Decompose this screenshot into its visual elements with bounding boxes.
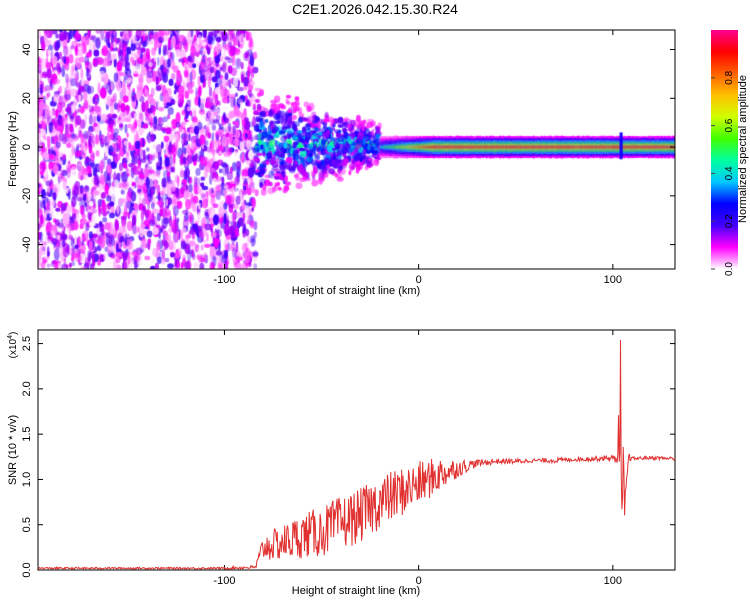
colorbar-tick-label: 0.0 xyxy=(724,262,735,276)
spectrogram-image-frame xyxy=(38,30,675,269)
spectrogram-y-tick-label: 20 xyxy=(21,92,33,104)
snr-y-tick-label: 2.5 xyxy=(21,336,33,351)
snr-y-label: SNR (10 * v/v) xyxy=(7,415,19,485)
snr-panel: -100 0 100 0.0 0.5 1.0 1.5 2.0 2.5 Height of str… xyxy=(7,329,676,597)
colorbar-tick-label: 0.4 xyxy=(724,166,735,180)
colorbar-tick-label: 0.2 xyxy=(724,214,735,228)
snr-x-tick-label: -100 xyxy=(213,575,235,587)
snr-y-tick-label: 1.5 xyxy=(21,427,33,442)
spectrogram-y-tick-label: -20 xyxy=(21,188,33,204)
snr-y-tick-label: 1.0 xyxy=(21,472,33,487)
chart-title: C2E1.2026.042.15.30.R24 xyxy=(292,1,458,17)
spectrogram-image xyxy=(38,30,675,269)
colorbar-tick-label: 0.6 xyxy=(724,118,735,132)
spectrogram-y-tick-label: -40 xyxy=(21,237,33,253)
snr-x-tick-label: 0 xyxy=(416,575,422,587)
snr-y-tick-label: 0.0 xyxy=(21,562,33,577)
spectrogram-y-tick-label: 40 xyxy=(21,43,33,55)
colorbar-label: Normalized spectral amplitude xyxy=(737,75,749,223)
spectrogram-y-tick-label: 0 xyxy=(21,144,33,150)
snr-y-tick-label: 0.5 xyxy=(21,517,33,532)
spectrogram-x-tick-label: 0 xyxy=(416,274,422,286)
snr-x-label: Height of straight line (km) xyxy=(292,585,420,597)
snr-x-tick-label: 100 xyxy=(604,575,622,587)
snr-series-line xyxy=(37,339,676,571)
spectrogram-x-tick-label: 100 xyxy=(604,274,622,286)
snr-multiplier-label: (x104) xyxy=(7,332,19,359)
colorbar: 0.0 0.2 0.4 0.6 0.8 Normalized spectral ampl… xyxy=(711,30,749,276)
spectrogram-x-label: Height of straight line (km) xyxy=(292,285,420,297)
spectrogram-panel: -100 0 100 -40 -20 0 20 40 Height of straight l… xyxy=(7,29,676,297)
spectrogram-x-tick-label: -100 xyxy=(213,274,235,286)
spectrogram-y-label: Frequency (Hz) xyxy=(7,111,19,187)
colorbar-gradient xyxy=(711,30,738,269)
colorbar-tick-label: 0.8 xyxy=(724,70,735,84)
snr-y-tick-label: 2.0 xyxy=(21,381,33,396)
spectrogram-frame xyxy=(37,29,676,270)
